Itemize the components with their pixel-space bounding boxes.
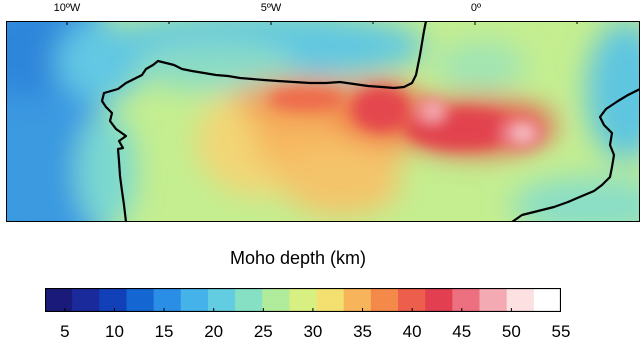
colorbar-scale bbox=[44, 287, 562, 313]
colorbar-swatch bbox=[262, 288, 291, 312]
colorbar-tick-label: 55 bbox=[551, 322, 571, 341]
colorbar-swatch bbox=[425, 288, 453, 312]
colorbar-swatch bbox=[180, 288, 209, 312]
colorbar-swatch bbox=[452, 288, 481, 312]
colorbar-tick-label: 30 bbox=[303, 322, 323, 341]
colorbar-tick-label: 25 bbox=[253, 322, 273, 341]
colorbar-swatch bbox=[45, 288, 73, 312]
colorbar-swatch bbox=[153, 288, 182, 312]
colorbar-tick-label: 40 bbox=[402, 322, 422, 341]
longitude-label-5w: 5ºW bbox=[260, 2, 282, 14]
colorbar bbox=[44, 287, 562, 313]
colorbar-swatch bbox=[479, 288, 508, 312]
colorbar-tick-label: 50 bbox=[501, 322, 521, 341]
longitude-label-10w: 10ºW bbox=[53, 2, 81, 14]
colorbar-swatch bbox=[370, 288, 399, 312]
colorbar-swatch bbox=[316, 288, 345, 312]
colorbar-tick-label: 35 bbox=[353, 322, 372, 341]
longitude-label-0: 0º bbox=[470, 2, 482, 14]
colorbar-swatch bbox=[99, 288, 128, 312]
moho-depth-map bbox=[6, 21, 640, 222]
colorbar-frame bbox=[44, 287, 562, 313]
colorbar-swatch bbox=[506, 288, 535, 312]
colorbar-swatch bbox=[72, 288, 100, 312]
colorbar-swatch bbox=[207, 288, 236, 312]
moho-depth-field bbox=[6, 21, 640, 222]
map-frame-ticks bbox=[66, 21, 578, 25]
coastline bbox=[100, 21, 640, 222]
colorbar-tick-label: 10 bbox=[104, 322, 124, 341]
colorbar-tick-label: 15 bbox=[154, 322, 174, 341]
colorbar-swatch bbox=[126, 288, 155, 312]
colorbar-tick-label: 5 bbox=[60, 322, 70, 341]
colorbar-swatch bbox=[235, 288, 263, 312]
map-canvas bbox=[6, 21, 640, 222]
colorbar-swatch bbox=[343, 288, 372, 312]
colorbar-tick-label: 45 bbox=[452, 322, 472, 341]
colorbar-title: Moho depth (km) bbox=[229, 248, 367, 268]
colorbar-tick-label: 20 bbox=[204, 322, 224, 341]
map-frame bbox=[6, 21, 640, 222]
colorbar-swatch bbox=[533, 288, 562, 312]
